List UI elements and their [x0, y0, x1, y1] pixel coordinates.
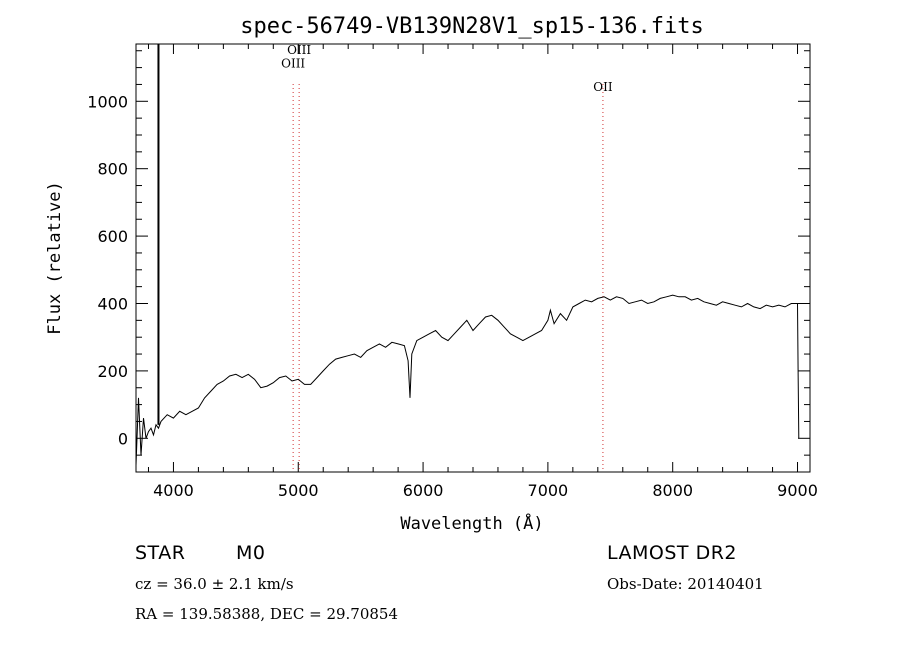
x-tick-label: 5000 [278, 481, 319, 500]
y-tick-label: 800 [97, 160, 128, 179]
x-tick-label: 7000 [528, 481, 569, 500]
emission-line-label: OII [593, 80, 613, 94]
spectrum-line [135, 294, 800, 466]
y-tick-label: 200 [97, 362, 128, 381]
emission-line-label: OIII [287, 43, 311, 57]
object-subclass: M0 [236, 542, 266, 564]
emission-line-label: OIII [281, 57, 305, 71]
obs-date: Obs-Date: 20140401 [607, 575, 764, 593]
y-tick-label: 600 [97, 227, 128, 246]
x-tick-label: 9000 [777, 481, 818, 500]
y-tick-label: 1000 [87, 92, 128, 111]
x-tick-label: 8000 [652, 481, 693, 500]
redshift-cz: cz = 36.0 ± 2.1 km/s [135, 575, 294, 593]
object-class: STAR [135, 542, 186, 564]
spectrum-chart: spec-56749-VB139N28V1_sp15-136.fits 4000… [45, 14, 818, 534]
coordinates: RA = 139.58388, DEC = 29.70854 [135, 605, 399, 623]
x-tick-label: 6000 [403, 481, 444, 500]
survey-name: LAMOST DR2 [607, 542, 737, 564]
chart-title: spec-56749-VB139N28V1_sp15-136.fits [240, 14, 704, 39]
y-tick-label: 400 [97, 294, 128, 313]
axis-ticks: 4000 5000 6000 7000 8000 9000 0 200 400 600 800 100… [87, 44, 818, 500]
x-axis-label: Wavelength (Å) [400, 512, 543, 534]
y-tick-label: 0 [118, 429, 128, 448]
plot-frame [135, 43, 811, 473]
x-tick-label: 4000 [153, 481, 194, 500]
y-axis-label: Flux (relative) [45, 181, 65, 335]
